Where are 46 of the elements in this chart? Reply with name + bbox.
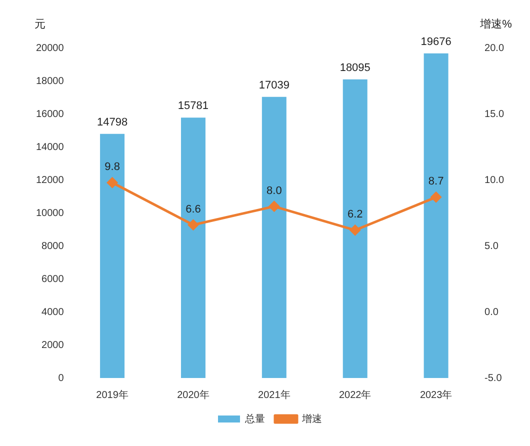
y-tick-label: 2000: [42, 340, 64, 351]
legend-label: 总量: [244, 412, 265, 425]
bar: [424, 53, 448, 378]
point: [188, 220, 198, 230]
bar: [180, 118, 206, 378]
x-tick-label: 2020年: [177, 388, 210, 401]
bar: [262, 96, 286, 378]
y2-tick-label: 20.0: [484, 42, 504, 54]
x-tick-label: 2019年: [96, 388, 128, 401]
point: [350, 224, 360, 236]
y2-tick-label: 5.0: [484, 240, 499, 252]
data-label: 18095: [340, 62, 370, 74]
y-tick-label: 4000: [42, 306, 64, 318]
y2-tick-label: 15.0: [484, 108, 504, 120]
y2-tick-label: 0.0: [484, 306, 499, 318]
point: [430, 192, 442, 202]
y2-tick-label: -5.0: [484, 372, 502, 384]
data-label: 9.8: [104, 161, 120, 174]
data-label: 6.2: [347, 208, 363, 221]
legend-label: 增速: [301, 412, 322, 425]
data-label: 8.0: [266, 184, 282, 197]
data-label: 6.6: [186, 203, 201, 216]
y-tick-label: 18000: [36, 76, 64, 87]
x-tick-label: 2021年: [258, 388, 290, 401]
y-tick-label: 12000: [36, 174, 64, 186]
data-label: 14798: [96, 116, 128, 128]
y-tick-label: 8000: [42, 240, 64, 252]
x-tick-label: 2023年: [420, 388, 452, 401]
bar: [342, 79, 368, 378]
y-axis-title: 元: [34, 18, 46, 31]
point: [268, 201, 280, 212]
y-tick-label: 14000: [36, 142, 64, 153]
bar: [100, 134, 125, 378]
y2-tick-label: 10.0: [484, 174, 504, 186]
point: [107, 177, 118, 188]
data-label: 17039: [258, 79, 290, 92]
y-tick-label: 0: [58, 372, 64, 384]
y-tick-label: 20000: [36, 42, 64, 54]
y-tick-label: 16000: [36, 108, 64, 120]
data-label: 19676: [420, 36, 452, 48]
data-label: 8.7: [428, 176, 444, 188]
x-tick-label: 2022年: [338, 388, 372, 401]
data-label: 15781: [178, 100, 209, 112]
y-tick-label: 10000: [36, 208, 64, 219]
y-tick-label: 6000: [42, 274, 64, 285]
y2-axis-title: 增速%: [479, 18, 512, 31]
